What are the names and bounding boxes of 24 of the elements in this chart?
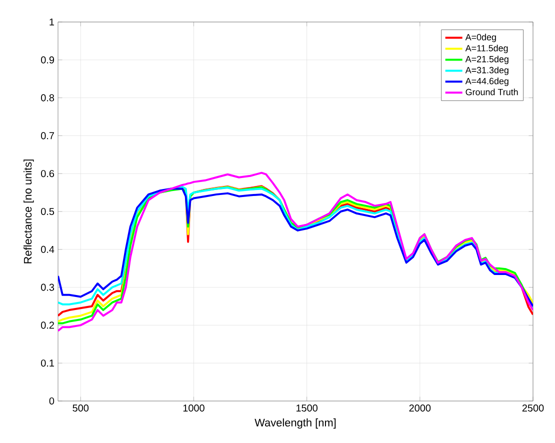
y-tick-label: 0.2 [41,322,54,329]
y-tick-label: 0.6 [41,170,54,178]
y-tick-label: 0.7 [41,132,54,140]
y-tick-label: 0 [49,397,54,405]
legend-label: A=21.5deg [465,56,508,64]
x-tick-label: 500 [72,404,89,412]
y-tick-label: 0.8 [41,94,54,102]
legend-label: Ground Truth [466,88,518,96]
y-axis-title: Reflectance [no units] [24,160,34,264]
legend-label: A=44.6deg [465,78,508,86]
x-tick-label: 2500 [522,404,544,412]
y-tick-label: 0.5 [41,208,54,216]
legend-label: A=31.3deg [465,66,508,76]
x-tick-label: 1000 [183,404,204,412]
x-axis-title: Wavelength [nm] [254,418,336,429]
x-tick-label: 1500 [296,404,318,412]
legend-label: A=11.5deg [465,44,508,54]
y-tick-label: 1 [50,18,54,26]
y-tick-label: 0.1 [41,360,54,367]
y-tick-label: 0.3 [41,284,54,291]
x-tick-label: 2000 [409,404,431,412]
y-tick-label: 0.4 [41,246,54,253]
y-tick-label: 0.9 [41,56,54,64]
legend-label: A=0deg [465,34,496,42]
